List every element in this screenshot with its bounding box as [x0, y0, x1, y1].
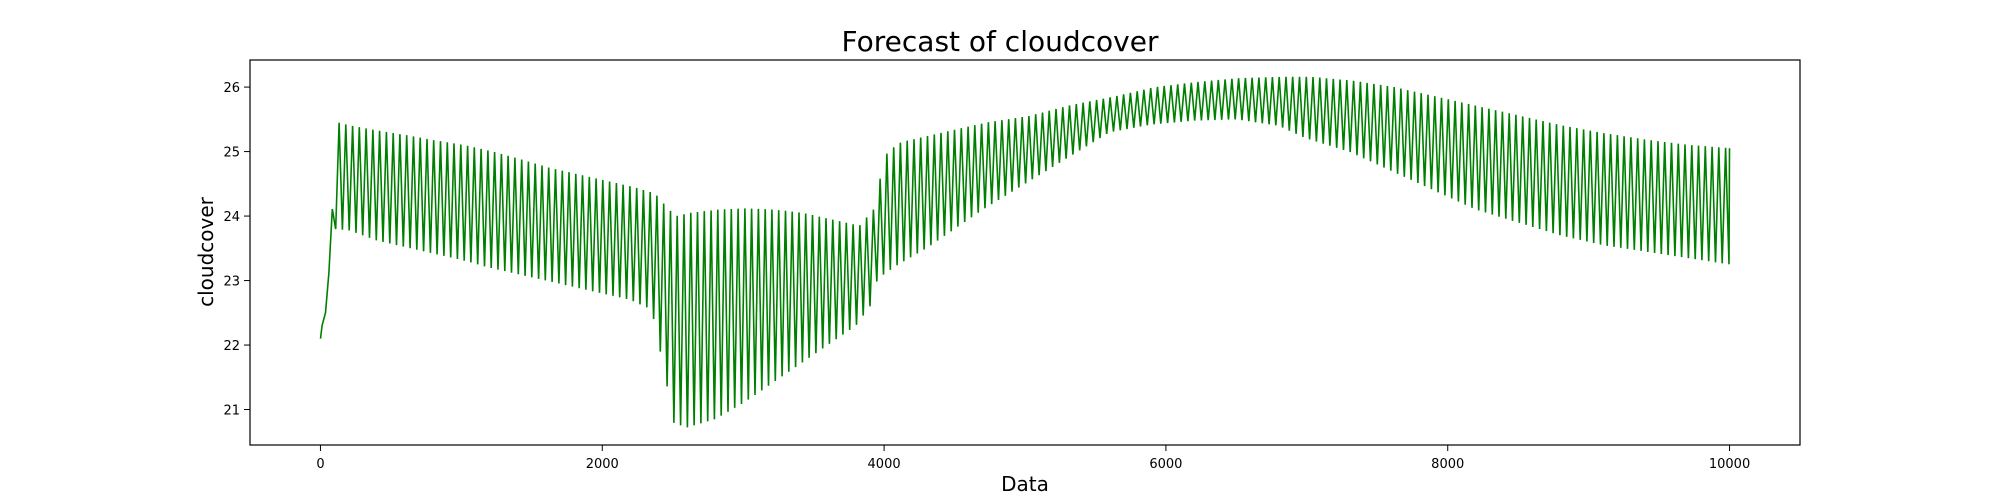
y-tick-label: 23: [223, 275, 240, 290]
y-tick-label: 25: [223, 146, 240, 161]
x-tick-label: 8000: [1431, 457, 1464, 472]
series-line: [319, 76, 1731, 428]
x-axis: 0 2000 4000 6000 8000 10000: [316, 445, 1750, 472]
y-tick-label: 24: [223, 210, 240, 225]
chart-title: Forecast of cloudcover: [842, 25, 1159, 58]
y-tick-label: 26: [223, 81, 240, 96]
x-tick-label: 2000: [586, 457, 619, 472]
data-layer: [319, 76, 1731, 428]
y-axis-title: cloudcover: [194, 196, 218, 307]
x-tick-label: 4000: [868, 457, 901, 472]
x-tick-label: 6000: [1149, 457, 1182, 472]
y-tick-label: 22: [223, 339, 240, 354]
x-tick-label: 0: [316, 457, 324, 472]
x-axis-title: Data: [1001, 472, 1049, 496]
x-tick-label: 10000: [1709, 457, 1750, 472]
y-tick-label: 21: [223, 404, 240, 419]
plot-frame: [249, 59, 1801, 446]
y-axis: 21 22 23 24 25 26: [223, 81, 250, 419]
